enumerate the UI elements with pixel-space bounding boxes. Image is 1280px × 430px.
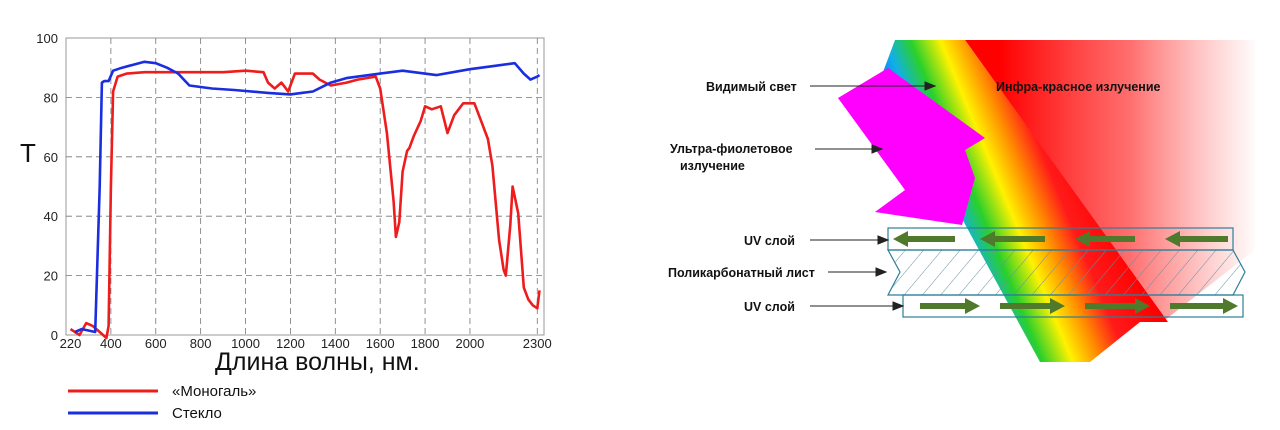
x-tick-label: 1000 xyxy=(231,336,260,351)
polycarbonate-sheet xyxy=(886,249,1246,296)
x-axis-label: Длина волны, нм. xyxy=(215,348,420,376)
green-arrow-right xyxy=(1085,298,1150,314)
green-arrow-left xyxy=(1075,231,1135,247)
y-tick-label: 100 xyxy=(36,31,58,46)
label-polycarbonate: Поликарбонатный лист xyxy=(668,266,815,280)
x-tick-label: 400 xyxy=(100,336,122,351)
x-tick-label: 2000 xyxy=(455,336,484,351)
legend-label-monogal: «Моногаль» xyxy=(172,383,256,400)
series-line-monogal xyxy=(69,69,541,340)
x-tick-label: 1400 xyxy=(321,336,350,351)
x-tick-label: 2300 xyxy=(523,336,552,351)
green-arrow-left xyxy=(980,231,1045,247)
x-tick-label: 220 xyxy=(60,336,82,351)
y-tick-label: 0 xyxy=(51,328,58,343)
x-tick-labels: 220 400 600 800 1000 1200 1400 1600 1800 2000 2300 xyxy=(60,336,552,351)
chart-legend: «Моногаль» Стекло xyxy=(68,383,256,422)
x-tick-label: 1200 xyxy=(276,336,305,351)
uv-layer-top-arrows xyxy=(893,231,1228,247)
label-uv-layer-bottom: UV слой xyxy=(744,300,795,314)
green-arrow-right xyxy=(1000,298,1065,314)
green-arrow-right xyxy=(920,298,980,314)
label-visible-light: Видимый свет xyxy=(706,80,797,94)
legend-label-glass: Стекло xyxy=(172,405,222,422)
x-tick-label: 800 xyxy=(190,336,212,351)
x-tick-label: 600 xyxy=(145,336,167,351)
annotation-pointers xyxy=(810,81,937,311)
y-tick-label: 60 xyxy=(44,150,58,165)
x-tick-label: 1800 xyxy=(411,336,440,351)
x-tick-label: 1600 xyxy=(366,336,395,351)
y-tick-label: 80 xyxy=(44,90,58,105)
chart-grid xyxy=(66,38,544,335)
green-arrow-left xyxy=(1165,231,1228,247)
transmission-chart: 220 400 600 800 1000 1200 1400 1600 1800 2000 2300… xyxy=(20,31,552,422)
chart-series xyxy=(69,60,541,340)
uv-radiation-arrow xyxy=(838,68,985,225)
y-tick-label: 20 xyxy=(44,269,58,284)
green-arrow-right xyxy=(1170,298,1238,314)
plot-frame xyxy=(65,37,545,336)
uv-layer-bottom-arrows xyxy=(920,298,1238,314)
y-tick-labels: 0 20 40 60 80 100 xyxy=(36,31,58,343)
label-infrared: Инфра-красное излучение xyxy=(996,80,1161,94)
green-arrow-left xyxy=(893,231,955,247)
label-uv-radiation-1: Ультра-фиолетовое xyxy=(670,142,793,156)
series-line-glass xyxy=(74,60,541,334)
y-tick-label: 40 xyxy=(44,209,58,224)
label-uv-layer-top: UV слой xyxy=(744,234,795,248)
label-uv-radiation-2: излучение xyxy=(680,159,745,173)
y-axis-label: T xyxy=(20,138,36,168)
polycarbonate-diagram: Видимый свет Инфра-красное излучение Уль… xyxy=(668,40,1255,362)
